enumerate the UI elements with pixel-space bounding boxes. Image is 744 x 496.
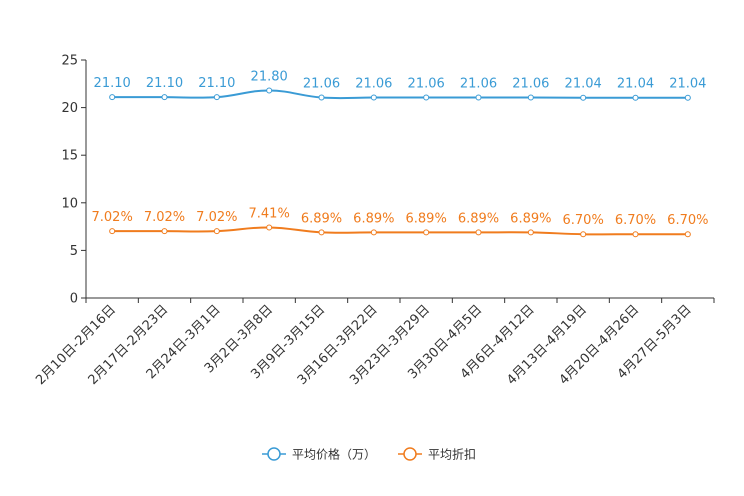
data-point bbox=[632, 94, 639, 101]
data-label: 21.04 bbox=[669, 77, 706, 92]
data-label: 6.89% bbox=[353, 211, 394, 226]
data-label: 21.06 bbox=[408, 77, 445, 92]
data-label: 21.10 bbox=[198, 76, 235, 91]
data-label: 7.02% bbox=[144, 210, 185, 225]
data-point bbox=[423, 229, 430, 236]
data-point bbox=[632, 231, 639, 238]
data-label: 6.89% bbox=[406, 211, 447, 226]
legend-label-1: 平均折扣 bbox=[428, 447, 476, 462]
data-label: 7.41% bbox=[249, 206, 290, 221]
data-point bbox=[684, 231, 691, 238]
data-label: 21.06 bbox=[303, 77, 340, 92]
data-label: 6.70% bbox=[615, 213, 656, 228]
data-point bbox=[527, 94, 534, 101]
data-label: 21.06 bbox=[460, 77, 497, 92]
y-tick-label: 0 bbox=[70, 292, 78, 307]
legend-marker-0 bbox=[267, 447, 281, 461]
data-label: 21.10 bbox=[146, 76, 183, 91]
series-line-1 bbox=[112, 226, 688, 236]
y-tick-label: 10 bbox=[61, 196, 78, 211]
data-label: 7.02% bbox=[92, 210, 133, 225]
data-label: 21.06 bbox=[355, 77, 392, 92]
data-label: 21.06 bbox=[512, 77, 549, 92]
data-label: 6.70% bbox=[563, 213, 604, 228]
data-label: 6.70% bbox=[667, 213, 708, 228]
data-point bbox=[161, 94, 168, 101]
y-tick-label: 20 bbox=[61, 101, 78, 116]
data-label: 21.04 bbox=[565, 77, 602, 92]
data-label: 6.89% bbox=[458, 211, 499, 226]
data-point bbox=[423, 94, 430, 101]
data-point bbox=[109, 94, 116, 101]
data-point bbox=[475, 229, 482, 236]
data-point bbox=[266, 87, 273, 94]
y-tick-label: 25 bbox=[61, 54, 78, 69]
data-point bbox=[370, 229, 377, 236]
series-line-0 bbox=[112, 89, 688, 100]
data-label: 21.80 bbox=[251, 69, 288, 84]
data-point bbox=[266, 224, 273, 231]
data-point bbox=[213, 228, 220, 235]
data-point bbox=[684, 94, 691, 101]
data-point bbox=[370, 94, 377, 101]
data-point bbox=[580, 94, 587, 101]
data-label: 7.02% bbox=[196, 210, 237, 225]
data-point bbox=[213, 94, 220, 101]
data-point bbox=[109, 228, 116, 235]
data-label: 6.89% bbox=[301, 211, 342, 226]
data-label: 21.04 bbox=[617, 77, 654, 92]
legend-label-0: 平均价格（万） bbox=[292, 447, 376, 462]
data-point bbox=[580, 231, 587, 238]
data-point bbox=[475, 94, 482, 101]
data-point bbox=[161, 228, 168, 235]
y-tick-label: 5 bbox=[70, 244, 78, 259]
data-point bbox=[527, 229, 534, 236]
legend-marker-1 bbox=[403, 447, 417, 461]
data-point bbox=[318, 94, 325, 101]
data-point bbox=[318, 229, 325, 236]
data-label: 21.10 bbox=[94, 76, 131, 91]
y-tick-label: 15 bbox=[61, 149, 78, 164]
data-label: 6.89% bbox=[510, 211, 551, 226]
